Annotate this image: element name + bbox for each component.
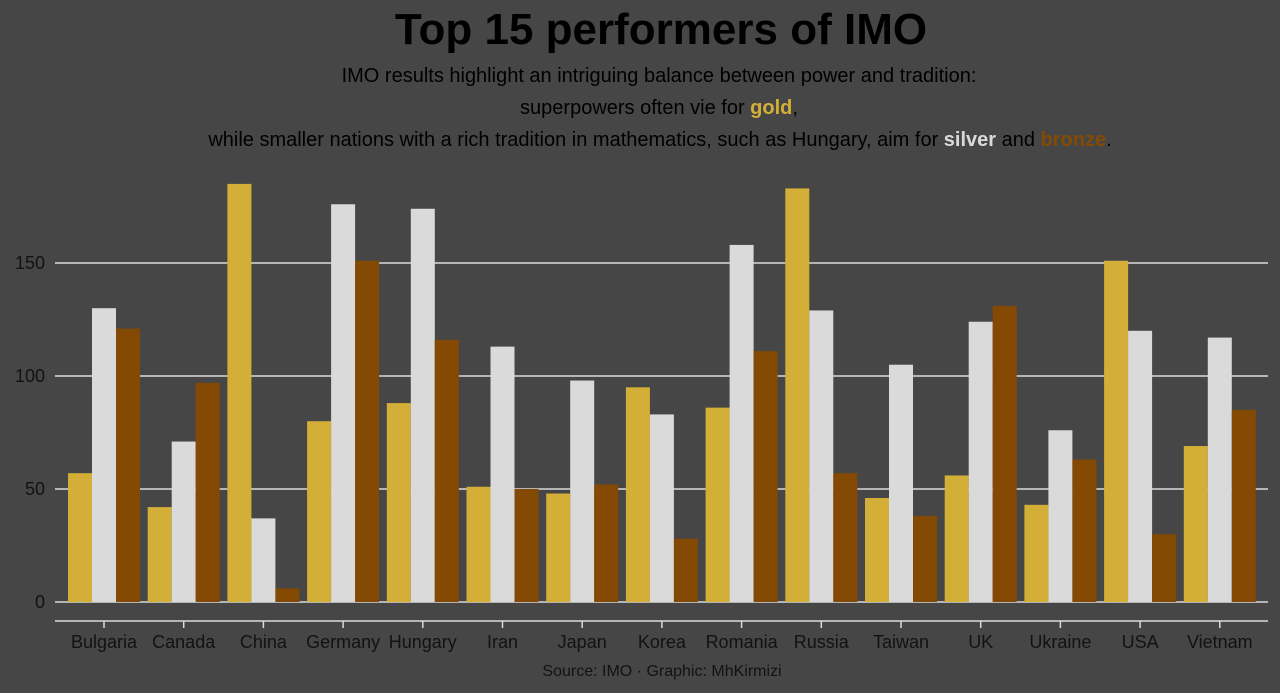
- bar-bronze: [753, 351, 778, 602]
- subtitle-bronze-word: bronze: [1041, 129, 1107, 151]
- subtitle-gold-word: gold: [750, 97, 792, 119]
- x-tick-label: Russia: [794, 632, 850, 652]
- y-tick-label: 0: [35, 592, 45, 612]
- y-tick-label: 100: [15, 366, 45, 386]
- x-tick-label: Korea: [638, 632, 687, 652]
- x-tick-label: Ukraine: [1029, 632, 1091, 652]
- bar-gold: [1024, 504, 1049, 602]
- bar-gold: [227, 183, 252, 602]
- bar-gold: [466, 486, 491, 602]
- bar-bronze: [434, 339, 459, 602]
- bar-bronze: [992, 305, 1017, 602]
- bar-silver: [1128, 330, 1153, 602]
- bar-silver: [1048, 430, 1073, 602]
- bar-gold: [944, 475, 969, 602]
- chart-caption: Source: IMO · Graphic: MhKirmizi: [542, 663, 781, 680]
- bar-silver: [171, 441, 196, 602]
- bar-gold: [1183, 446, 1208, 602]
- chart-subtitle-line1: IMO results highlight an intriguing bala…: [342, 65, 977, 87]
- y-axis-ticks: 0 50 100 150: [15, 253, 45, 612]
- bar-bronze: [1152, 534, 1177, 602]
- x-tick-label: Germany: [306, 632, 380, 652]
- bar-silver: [92, 308, 116, 602]
- bar-silver: [410, 208, 435, 602]
- bar-silver: [570, 380, 595, 602]
- subtitle-text: ,: [792, 97, 798, 119]
- subtitle-text: while smaller nations with a rich tradit…: [207, 129, 943, 151]
- x-tick-label: UK: [968, 632, 993, 652]
- x-tick-label: Iran: [487, 632, 518, 652]
- x-tick-label: USA: [1122, 632, 1159, 652]
- x-tick-label: Japan: [558, 632, 607, 652]
- x-tick-label: Hungary: [389, 632, 457, 652]
- bar-bronze: [913, 516, 937, 602]
- subtitle-silver-word: silver: [944, 129, 996, 151]
- y-tick-label: 150: [15, 253, 45, 273]
- chart-title: Top 15 performers of IMO: [395, 5, 927, 54]
- bar-gold: [625, 387, 650, 602]
- subtitle-text: and: [996, 129, 1040, 151]
- x-tick-label: Romania: [706, 632, 779, 652]
- bar-gold: [147, 507, 172, 602]
- chart-subtitle-line2: superpowers often vie for gold,: [520, 97, 798, 119]
- y-tick-label: 50: [25, 479, 45, 499]
- bar-gold: [1104, 260, 1129, 602]
- bar-bronze: [1231, 409, 1256, 602]
- bar-silver: [729, 244, 754, 603]
- x-tick-label: China: [240, 632, 288, 652]
- bar-bronze: [275, 588, 300, 602]
- bar-silver: [331, 204, 356, 603]
- bar-bronze: [833, 473, 858, 602]
- bar-gold: [705, 407, 730, 602]
- bar-silver: [968, 321, 993, 602]
- bar-bronze: [1072, 459, 1097, 602]
- x-tick-label: Taiwan: [873, 632, 929, 652]
- bar-bronze: [355, 260, 380, 602]
- bar-silver: [649, 414, 674, 602]
- bar-silver: [809, 310, 834, 602]
- bar-silver: [889, 364, 913, 602]
- x-axis-ticks: Bulgaria Canada China Germany Hungary Iran Jap…: [71, 621, 1253, 652]
- bar-gold: [785, 188, 810, 603]
- bar-bronze: [195, 382, 220, 602]
- bar-gold: [68, 473, 92, 602]
- subtitle-text: .: [1106, 129, 1112, 151]
- bar-gold: [386, 403, 411, 602]
- bar-silver: [1207, 337, 1232, 602]
- bar-bronze: [594, 484, 619, 602]
- bars: [68, 183, 1256, 603]
- bar-gold: [546, 493, 571, 602]
- bar-bronze: [514, 489, 539, 602]
- bar-silver: [490, 346, 515, 602]
- bar-gold: [307, 421, 332, 602]
- x-tick-label: Bulgaria: [71, 632, 138, 652]
- bar-silver: [251, 518, 276, 602]
- bar-bronze: [673, 538, 698, 602]
- bar-gold: [865, 498, 889, 602]
- chart-subtitle-line3: while smaller nations with a rich tradit…: [207, 129, 1111, 151]
- bar-bronze: [116, 328, 140, 602]
- x-tick-label: Vietnam: [1187, 632, 1253, 652]
- subtitle-text: superpowers often vie for: [520, 97, 750, 119]
- x-tick-label: Canada: [152, 632, 216, 652]
